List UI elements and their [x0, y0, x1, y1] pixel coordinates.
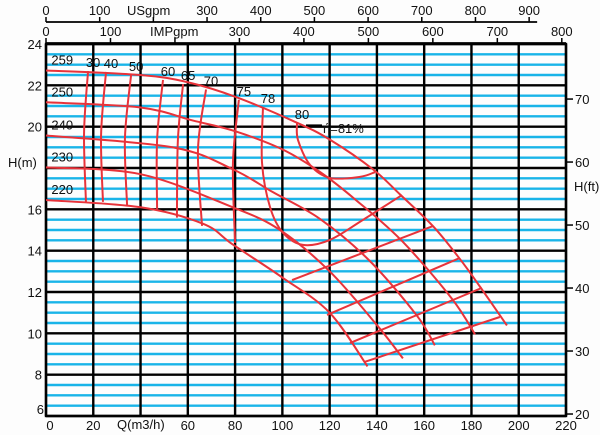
top-axis-tick-label: 400	[250, 3, 272, 18]
efficiency-contour-65-right	[349, 286, 483, 344]
y-tick-label: 24	[28, 37, 42, 52]
efficiency-contour-75	[231, 99, 240, 244]
axes: 0 20 60 80 100 120 140 160 180 200 220681012141620…	[28, 3, 590, 433]
y-tick-label: 6	[37, 402, 44, 417]
efficiency-label: 80	[295, 107, 309, 122]
efficiency-contour-78	[260, 107, 403, 247]
grid	[44, 42, 568, 418]
best-efficiency-label: ή=81%	[323, 121, 364, 136]
diameter-label: 240	[51, 118, 73, 133]
top-axis-tick-label: 900	[518, 3, 540, 18]
top-axis-tick-label: 800	[551, 24, 573, 39]
x-axis-label: Q(m3/h)	[117, 417, 165, 432]
efficiency-label: 65	[181, 68, 195, 83]
y-tick-label: 10	[28, 326, 42, 341]
x-tick-label: 20	[86, 418, 100, 433]
y-axis-label-left: H(m)	[8, 155, 37, 170]
right-tick-label: 20	[575, 407, 589, 422]
x-tick-label: 0	[46, 418, 53, 433]
right-tick-label: 40	[575, 281, 589, 296]
plot-border	[44, 42, 568, 418]
y-tick-label: 16	[28, 202, 42, 217]
curve-labels: 259 250 240 230 220 30 40 50 60 65 70 75 78 80	[51, 52, 322, 197]
usgpm-axis-label: USgpm	[127, 3, 170, 18]
x-tick-label: 220	[555, 418, 577, 433]
y-tick-label: 14	[28, 244, 42, 259]
right-tick-label: 50	[575, 218, 589, 233]
head-curve-220	[45, 199, 369, 367]
top-axis-tick-label: 400	[293, 24, 315, 39]
impgpm-axis-label: IMPgpm	[150, 24, 198, 39]
efficiency-contour-60	[155, 79, 164, 210]
top-axis-tick-label: 700	[411, 3, 433, 18]
top-axis-tick-label: 0	[42, 3, 49, 18]
efficiency-label: 40	[104, 56, 118, 71]
efficiency-label: 78	[261, 91, 275, 106]
head-curve-259	[45, 69, 508, 327]
top-axis-tick-label: 500	[304, 3, 326, 18]
efficiency-contour-70	[196, 89, 208, 226]
efficiency-contour-70-right	[326, 256, 461, 316]
efficiency-label: 70	[204, 73, 218, 88]
top-axis-tick-label: 600	[422, 24, 444, 39]
right-tick-label: 60	[575, 155, 589, 170]
top-axis-tick-label: 100	[100, 24, 122, 39]
efficiency-label: 50	[129, 59, 143, 74]
diameter-label: 259	[51, 52, 73, 67]
x-tick-label: 100	[272, 418, 294, 433]
top-axis-tick-label: 0	[42, 24, 49, 39]
top-axis-tick-label: 100	[89, 3, 111, 18]
efficiency-contour-75-right	[291, 225, 434, 281]
y-tick-label: 22	[28, 78, 42, 93]
top-axis-tick-label: 600	[357, 3, 379, 18]
y-tick-label: 20	[28, 120, 42, 135]
x-tick-label: 60	[181, 418, 195, 433]
y-tick-label: 8	[35, 368, 42, 383]
efficiency-label: 30	[86, 55, 100, 70]
efficiency-contour-40	[99, 71, 108, 202]
efficiency-label: 75	[237, 84, 251, 99]
efficiency-contour-60-right	[364, 316, 501, 363]
right-tick-label: 30	[575, 344, 589, 359]
x-tick-label: 180	[461, 418, 483, 433]
x-tick-label: 160	[413, 418, 435, 433]
x-tick-label: 200	[508, 418, 530, 433]
x-tick-label: 80	[228, 418, 242, 433]
top-axis-tick-label: 800	[465, 3, 487, 18]
efficiency-contours	[83, 71, 501, 363]
right-tick-label: 70	[575, 92, 589, 107]
x-tick-label: 120	[319, 418, 341, 433]
efficiency-label: 60	[161, 64, 175, 79]
x-tick-label: 140	[366, 418, 388, 433]
top-axis-tick-label: 300	[196, 3, 218, 18]
head-curve-240	[45, 134, 436, 346]
diameter-label: 250	[51, 84, 73, 99]
diameter-label: 220	[51, 182, 73, 197]
top-axis-tick-label: 300	[229, 24, 251, 39]
efficiency-contour-30	[83, 71, 90, 202]
top-axis-tick-label: 500	[358, 24, 380, 39]
efficiency-contour-65	[175, 84, 185, 218]
top-axis-tick-label: 700	[486, 24, 508, 39]
efficiency-contour-50	[123, 74, 133, 206]
diameter-label: 230	[51, 149, 73, 164]
y-axis-label-right: H(ft)	[574, 179, 599, 194]
y-tick-label: 12	[28, 285, 42, 300]
efficiency-contour-80	[295, 122, 376, 180]
